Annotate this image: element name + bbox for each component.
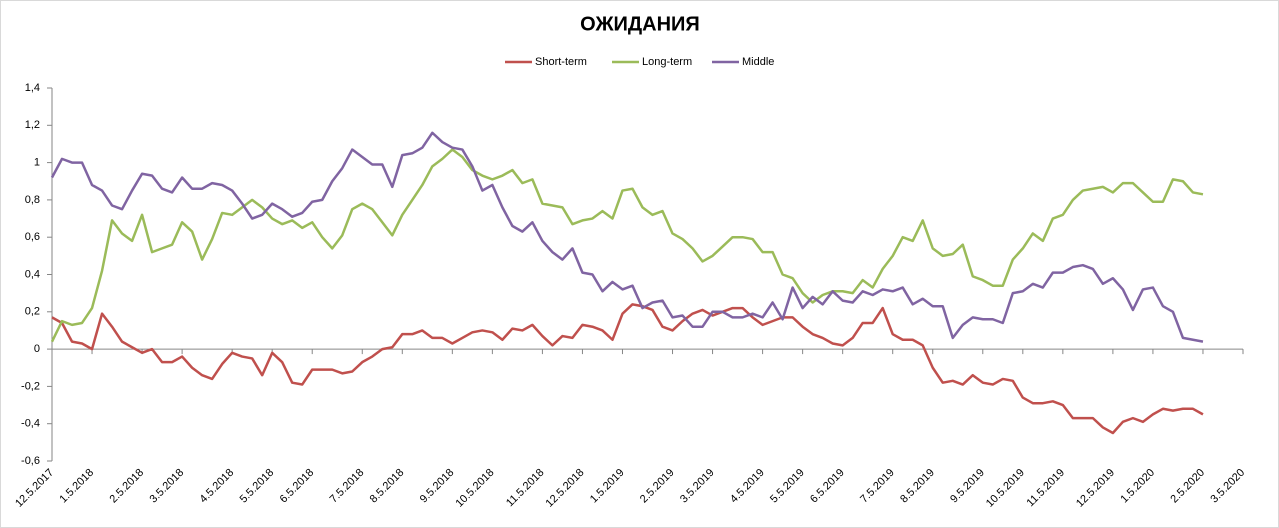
y-tick-label: 1,2 bbox=[25, 119, 40, 131]
series-line bbox=[51, 303, 1204, 435]
y-tick-label: 1 bbox=[34, 157, 40, 169]
y-tick-label: 0,8 bbox=[25, 194, 40, 206]
y-tick-label: 0,4 bbox=[25, 268, 40, 280]
chart-title: ОЖИДАНИЯ bbox=[580, 13, 700, 35]
series-line bbox=[50, 131, 1204, 343]
y-tick-label: 0,2 bbox=[25, 306, 40, 318]
legend-label: Middle bbox=[742, 56, 774, 68]
y-tick-label: -0,6 bbox=[21, 455, 40, 467]
y-tick-label: 0,6 bbox=[25, 231, 40, 243]
y-tick-label: 1,4 bbox=[25, 82, 40, 94]
legend-label: Short-term bbox=[535, 56, 587, 68]
y-tick-label: 0 bbox=[34, 343, 40, 355]
y-tick-label: -0,2 bbox=[21, 380, 40, 392]
legend-label: Long-term bbox=[642, 56, 692, 68]
y-tick-label: -0,4 bbox=[21, 418, 40, 430]
